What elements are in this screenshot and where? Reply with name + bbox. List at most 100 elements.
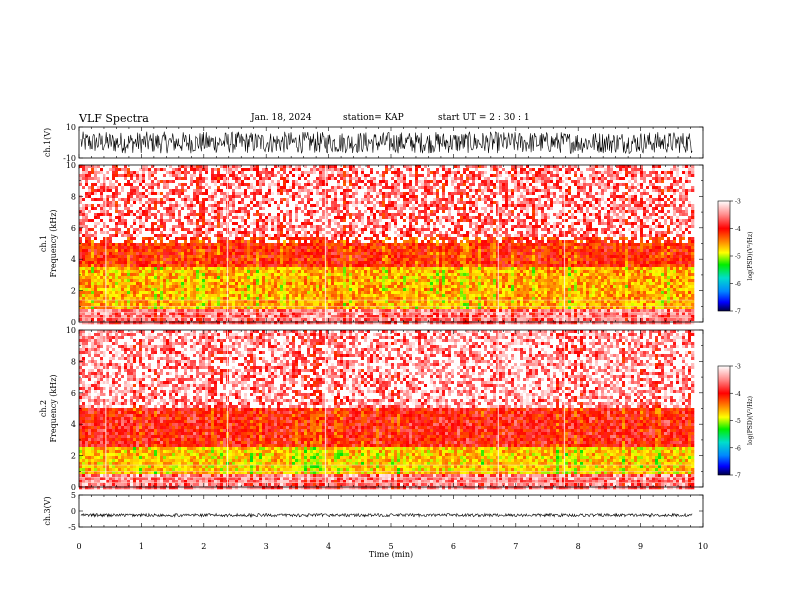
ch1-spectrogram-cell [148,261,152,265]
ch1-spectrogram-cell [175,234,179,238]
ch1-spectrogram-cell [325,180,329,184]
ch1-spectrogram-cell [289,171,293,175]
ch1-spectrogram-cell [136,183,140,187]
ch1-spectrogram-cell [94,306,98,310]
ch1-spectrogram-cell [316,318,320,322]
ch1-spectrogram-cell [169,261,173,265]
ch1-spectrogram-cell [292,276,296,280]
ch1-spectrogram-cell [346,168,350,172]
ch1-spectrogram-cell [94,228,98,232]
ch1-spectrogram-cell [127,222,131,226]
ch1-spectrogram-cell [130,297,134,301]
ch1-spectrogram-cell [280,297,284,301]
ch1-spectrogram-cell [244,258,248,262]
ch1-spectrogram-cell [298,183,302,187]
ch1-spectrogram-cell [259,285,263,289]
ch1-spectrogram-cell [142,222,146,226]
ch1-spectrogram-cell [232,306,236,310]
ch1-spectrogram-cell [100,258,104,262]
ch1-spectrogram-cell [295,270,299,274]
ch1-spectrogram-cell [217,180,221,184]
ch1-spectrogram-cell [268,321,272,325]
ch1-spectrogram-cell [85,258,89,262]
ch1-spectrogram-cell [352,282,356,286]
ch1-spectrogram-cell [139,186,143,190]
ch1-spectrogram-cell [262,219,266,223]
ch1-spectrogram-cell [355,321,359,325]
ch1-spectrogram-cell [118,303,122,307]
ch1-spectrogram-cell [244,210,248,214]
ch1-spectrogram-cell [166,240,170,244]
ch1-spectrogram-cell [205,228,209,232]
ch1-spectrogram-cell [223,297,227,301]
ch1-spectrogram-cell [178,288,182,292]
ch1-spectrogram-cell [112,198,116,202]
ch1-spectrogram-cell [97,249,101,253]
ch1-spectrogram-cell [298,267,302,271]
ch1-spectrogram-cell [220,225,224,229]
ch1-spectrogram-cell [91,255,95,259]
ch1-spectrogram-cell [319,249,323,253]
ch1-spectrogram-cell [343,285,347,289]
ch1-spectrogram-cell [103,306,107,310]
ch1-spectrogram-cell [358,252,362,256]
ch1-spectrogram-cell [205,195,209,199]
ch1-spectrogram-cell [106,225,110,229]
ch1-spectrogram-cell [250,264,254,268]
ch1-spectrogram-cell [124,210,128,214]
ch1-spectrogram-cell [274,243,278,247]
ch1-spectrogram-cell [352,207,356,211]
ch1-spectrogram-cell [106,315,110,319]
ch1-spectrogram-cell [271,315,275,319]
ch1-spectrogram-cell [190,222,194,226]
ch1-spectrogram-cell [286,174,290,178]
ch1-spectrogram-cell [289,264,293,268]
ch1-spectrogram-cell [100,222,104,226]
ch1-spectrogram-cell [211,261,215,265]
ch1-spectrogram-cell [82,321,86,325]
ch1-spectrogram-cell [175,258,179,262]
ch1-spectrogram-cell [118,231,122,235]
ch1-spectrogram-cell [235,252,239,256]
ch1-spectrogram-cell [91,246,95,250]
ch1-spectrogram-cell [148,198,152,202]
ch1-spectrogram-cell [265,165,269,169]
ch1-spectrogram-cell [202,180,206,184]
ch1-spectrogram-cell [235,240,239,244]
ch1-spectrogram-cell [325,258,329,262]
ch1-spectrogram-cell [229,312,233,316]
ch1-spectrogram-cell [82,279,86,283]
ch1-spectrogram-cell [208,312,212,316]
ch1-spectrogram-cell [136,273,140,277]
ch1-spectrogram-cell [325,285,329,289]
ch1-spectrogram-cell [130,294,134,298]
ch1-spectrogram-cell [211,195,215,199]
ch1-spectrogram-cell [277,189,281,193]
ch1-spectrogram-cell [169,228,173,232]
ch1-spectrogram-cell [253,237,257,241]
ch1-spectrogram-cell [223,165,227,169]
ch1-spectrogram-cell [184,231,188,235]
ch1-spectrogram-cell [193,267,197,271]
ch1-spectrogram-cell [244,264,248,268]
ch1-spectrogram-cell [235,234,239,238]
ch1-spectrogram-cell [211,297,215,301]
ch1-spectrogram-cell [262,312,266,316]
ch1-spectrogram-cell [343,186,347,190]
ch1-spectrogram-cell [82,207,86,211]
ch1-spectrogram-cell [190,300,194,304]
ch1-spectrogram-cell [229,282,233,286]
ch1-spectrogram-cell [358,303,362,307]
ch1-spectrogram-cell [121,231,125,235]
ch1-spectrogram-cell [151,258,155,262]
ch1-spectrogram-cell [154,171,158,175]
ch1-spectrogram-cell [115,258,119,262]
ch1-spectrogram-cell [154,246,158,250]
ch1-spectrogram-cell [199,300,203,304]
ch1-spectrogram-cell [181,312,185,316]
ch1-spectrogram-cell [199,276,203,280]
ch1-spectrogram-cell [241,174,245,178]
ch1-spectrogram-cell [334,291,338,295]
ch1-spectrogram-cell [244,201,248,205]
ch1-spectrogram-cell [280,255,284,259]
